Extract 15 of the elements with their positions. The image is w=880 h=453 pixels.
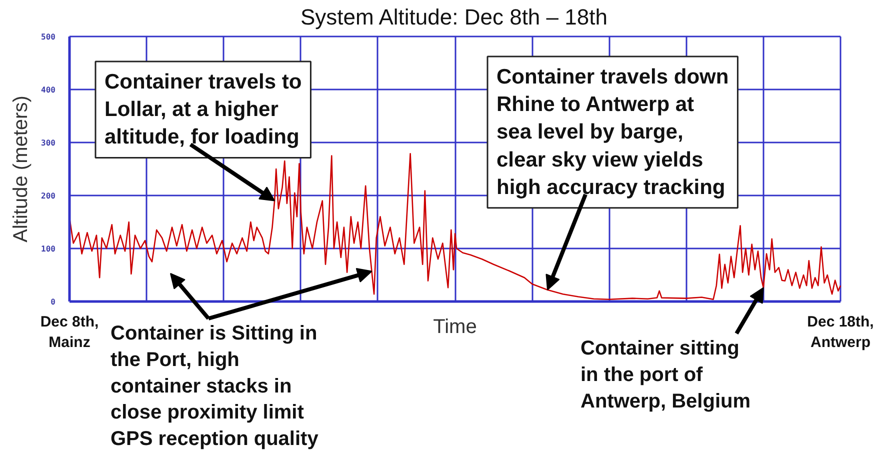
y-tick-label: 100 bbox=[41, 244, 56, 254]
y-tick-label: 0 bbox=[50, 298, 56, 306]
y-axis-title: Altitude (meters) bbox=[10, 96, 32, 242]
chart-title: System Altitude: Dec 8th – 18th bbox=[300, 4, 608, 30]
annotation: Container sitting in the port of Antwerp, Belgium bbox=[580, 338, 751, 412]
annotation: Container travels to Lollar, at a higher altitude, for loading bbox=[104, 70, 302, 149]
y-tick-label: 300 bbox=[41, 138, 56, 148]
x-tick-label: Dec 18th, Antwerp bbox=[807, 314, 874, 351]
x-axis-title: Time bbox=[433, 316, 477, 338]
annotation: Container is Sitting in the Port, high container stacks in close proximity limit GPS reception quality bbox=[110, 322, 320, 450]
annotation: Container travels down Rhine to Antwerp at sea level by barge, clear sky view yields high accuracy tracking bbox=[496, 66, 729, 199]
y-tick-label: 200 bbox=[41, 192, 56, 200]
x-tick-label: Dec 8th, Mainz bbox=[40, 314, 99, 351]
y-tick-label: 500 bbox=[41, 32, 56, 42]
y-tick-label: 400 bbox=[41, 86, 56, 94]
